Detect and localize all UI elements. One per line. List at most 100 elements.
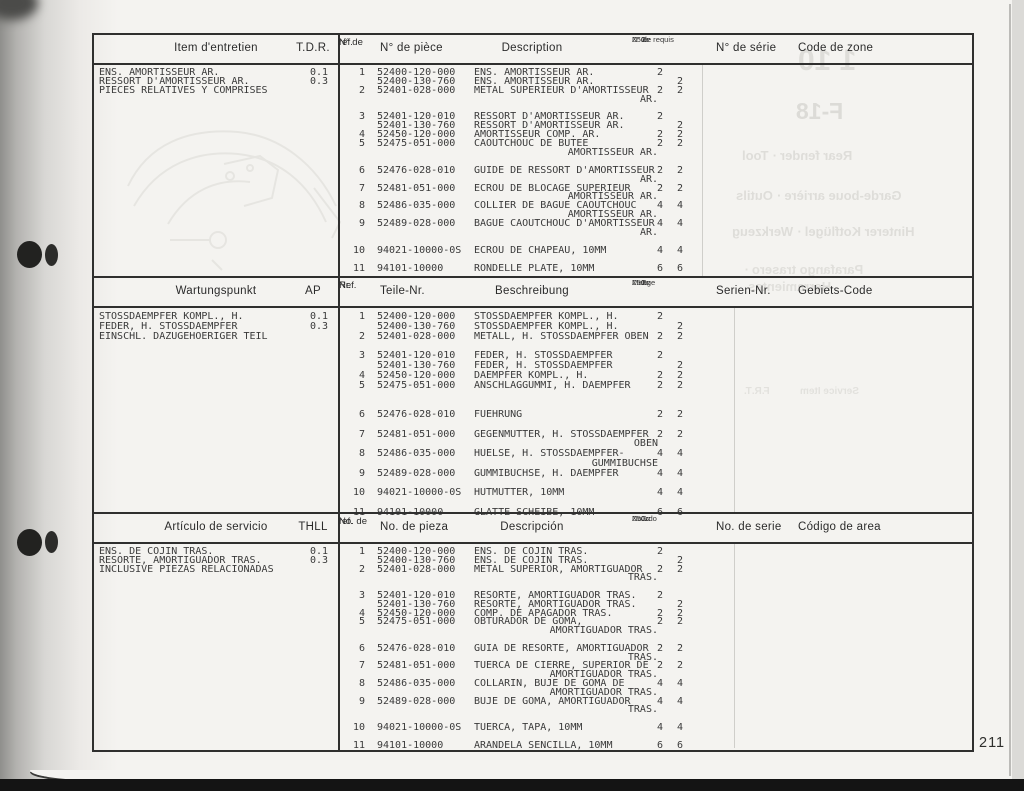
ref-no-cell: 6	[358, 164, 365, 176]
service-item-line: ENS. DE COJIN TRAS. 0.1	[99, 547, 338, 557]
page-right-edge	[1009, 4, 1011, 776]
parts-line: 6 52476-028-010 GUIA DE RESORTE, AMORTIGUA…	[338, 642, 972, 654]
qty-jz-cell: 2	[656, 408, 664, 420]
qty-jz-cell: 4	[656, 448, 664, 460]
description-cell: TUERCA DE CIERRE, SUPERIOR DE	[474, 660, 649, 672]
scan-corner-shadow	[0, 0, 38, 20]
parts-line: AMORTIGUADOR TRAS.	[338, 626, 972, 636]
page-right-gap	[1012, 0, 1024, 779]
qty-gz-cell: 4	[676, 677, 684, 689]
ref-no-cell: 8	[358, 677, 365, 689]
qty-gz-cell: 4	[676, 200, 684, 212]
part-no-cell: 52401-028-000	[377, 563, 456, 575]
parts-line: 7 52481-051-000 ECROU DE BLOCAGE SUPERIEUR…	[338, 182, 972, 194]
page-number: 211	[979, 735, 1006, 751]
parts-line: AR.	[338, 174, 972, 185]
description-cell: AMORTISSEUR COMP. AR.	[474, 129, 601, 141]
qty-sub-gz: Gz	[641, 514, 651, 523]
part-no-cell: 52489-028-000	[377, 695, 456, 707]
part-no-cell: 52401-130-760	[377, 120, 456, 132]
parts-line: 52401-130-760 RESSORT D'AMORTISSEUR AR. 2	[338, 120, 972, 132]
description-continuation: AR.	[639, 93, 658, 105]
description-continuation: TRAS.	[627, 572, 658, 584]
description-continuation: AMORTIGUADOR TRAS.	[549, 686, 658, 698]
description-cell: STOSSDAEMPFER KOMPL., H.	[474, 320, 619, 332]
main-column-divider	[338, 35, 340, 750]
qty-gz-cell: 2	[676, 616, 684, 628]
part-no-cell: 52476-028-010	[377, 164, 456, 176]
section-header-french: Item d'entretien T.D.R. N° de réf. N° de piè…	[94, 35, 972, 65]
part-no-cell: 52486-035-000	[377, 677, 456, 689]
qty-jz-cell: 2	[656, 138, 664, 150]
ref-no-cell: 5	[358, 379, 365, 391]
description-cell: CAOUTCHOUC DE BUTEE	[474, 138, 589, 150]
qty-jz-cell: 2	[656, 642, 664, 654]
ref-no-cell: 3	[358, 589, 365, 601]
column-header-zone: Code de zone	[798, 42, 874, 54]
qty-sub-gz: Gz	[641, 35, 651, 44]
parts-line: GUMMIBUCHSE	[338, 459, 972, 469]
qty-jz-cell: 6	[656, 739, 664, 751]
qty-jz-cell: 4	[656, 721, 664, 733]
description-cell: ENS. AMORTISSEUR AR.	[474, 67, 595, 78]
ref-no-cell: 1	[358, 67, 365, 78]
part-no-cell: 52450-120-000	[377, 129, 456, 141]
parts-line: 7 52481-051-000 TUERCA DE CIERRE, SUPERIOR…	[338, 660, 972, 672]
effort-value: 0.1	[309, 67, 328, 78]
parts-line: 52400-130-760 ENS. AMORTISSEUR AR. 2	[338, 75, 972, 87]
ref-no-cell: 6	[358, 642, 365, 654]
parts-rows: 1 52400-120-000 STOSSDAEMPFER KOMPL., H. 2 5…	[338, 308, 972, 518]
ref-label-line1: N° de	[339, 37, 363, 48]
qty-label-line1: No. rdo	[632, 514, 657, 523]
service-item-text: STOSSDAEMPFER KOMPL., H.	[99, 311, 244, 322]
description-cell: RESSORT D'AMORTISSEUR AR.	[474, 120, 625, 132]
qty-gz-cell: 4	[676, 448, 684, 460]
service-item-cell: ENS. AMORTISSEUR AR. 0.1 RESSORT D'AMORTIS…	[94, 65, 338, 276]
parts-line: 3 52401-120-010 FEDER, H. STOSSDAEMPFER 2	[338, 351, 972, 361]
parts-line: 52400-130-760 ENS. DE COJIN TRAS. 2	[338, 554, 972, 566]
ref-no-cell: 9	[358, 695, 365, 707]
parts-line: AMORTISSEUR AR.	[338, 209, 972, 221]
part-no-cell: 52481-051-000	[377, 182, 456, 194]
part-no-cell: 94021-10000-0S	[377, 244, 462, 256]
description-continuation: OBEN	[633, 438, 658, 450]
qty-sub-jz: Jz	[641, 514, 649, 523]
qty-gz-cell: 4	[676, 487, 684, 499]
description-cell: HUTMUTTER, 10MM	[474, 487, 565, 499]
qty-gz-cell: 4	[676, 695, 684, 707]
parts-line: 9 52489-028-000 BAGUE CAOUTCHOUC D'AMORTIS…	[338, 219, 972, 229]
ref-no-cell: 5	[358, 616, 365, 628]
qty-gz-cell: 2	[676, 554, 684, 566]
service-item-line: STOSSDAEMPFER KOMPL., H. 0.1	[99, 312, 338, 322]
description-cell: GEGENMUTTER, H. STOSSDAEMPFER	[474, 428, 649, 440]
qty-gz-cell: 2	[676, 320, 684, 332]
qty-gz-cell: 2	[676, 642, 684, 654]
parts-line: 2 52401-028-000 METAL SUPERIOR, AMORTIGUAD…	[338, 563, 972, 575]
description-cell: ENS. AMORTISSEUR AR.	[474, 75, 595, 87]
column-header-item: Artículo de servicio	[164, 521, 268, 533]
parts-line: 9 52489-028-000 GUMMIBUCHSE, H. DAEMPFER 4 4	[338, 467, 972, 479]
section-german: Wartungspunkt AP Ref. Nr. Teile-Nr. Beschreib…	[94, 276, 972, 518]
ref-no-cell: 3	[358, 350, 365, 362]
qty-jz-cell: 2	[656, 84, 664, 96]
part-no-cell: 52476-028-010	[377, 642, 456, 654]
description-cell: METAL SUPERIEUR D'AMORTISSEUR	[474, 84, 649, 96]
section-body-french: ENS. AMORTISSEUR AR. 0.1 RESSORT D'AMORTIS…	[94, 65, 972, 276]
parts-rows: 1 52400-120-000 ENS. AMORTISSEUR AR. 2 52400…	[338, 65, 972, 276]
qty-gz-cell: 2	[676, 138, 684, 150]
parts-line: 5 52475-051-000 ANSCHLAGGUMMI, H. DAEMPFER…	[338, 379, 972, 391]
qty-gz-cell: 2	[676, 563, 684, 575]
section-spanish: Artículo de servicio THLL No. de ref. No. de…	[94, 512, 972, 751]
part-no-cell: 52475-051-000	[377, 616, 456, 628]
part-no-cell: 52475-051-000	[377, 138, 456, 150]
ref-no-cell: 9	[358, 467, 365, 479]
part-no-cell: 52450-120-000	[377, 607, 456, 619]
description-continuation: AMORTISSEUR AR.	[567, 209, 658, 221]
description-cell: COMP. DE APAGADOR TRAS.	[474, 607, 613, 619]
parts-line: OBEN	[338, 439, 972, 449]
description-cell: FEDER, H. STOSSDAEMPFER	[474, 350, 613, 362]
qty-label-model: Z50	[632, 278, 646, 287]
section-header-spanish: Artículo de servicio THLL No. de ref. No. de…	[94, 514, 972, 544]
description-cell: ECROU DE BLOCAGE SUPERIEUR	[474, 182, 631, 194]
description-cell: COLLARIN, BUJE DE GOMA DE	[474, 677, 625, 689]
